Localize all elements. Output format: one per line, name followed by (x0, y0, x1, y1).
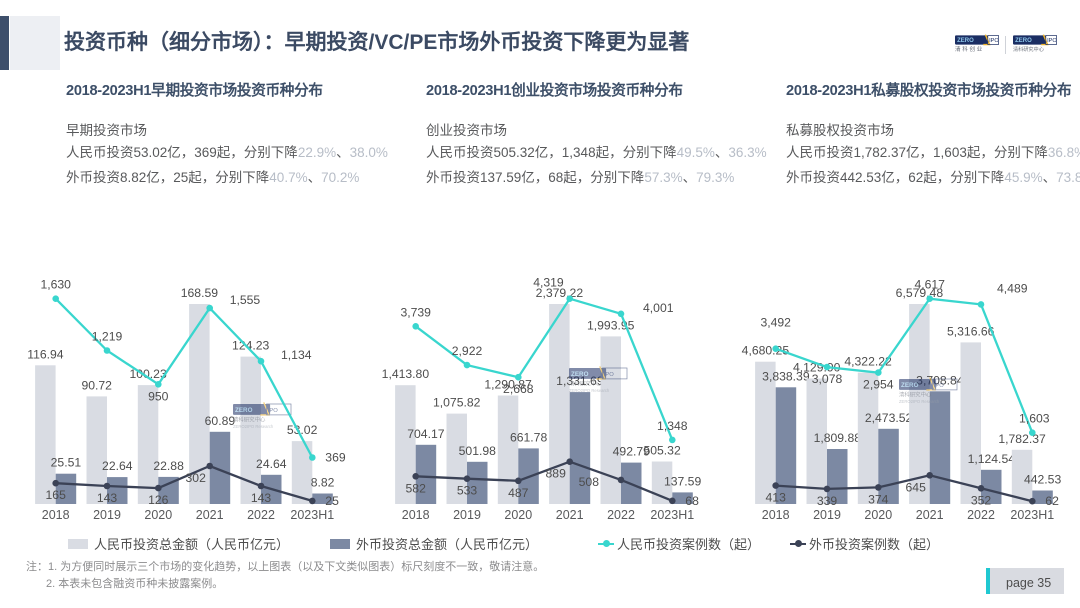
svg-text:168.59: 168.59 (181, 286, 218, 300)
svg-text:4,319: 4,319 (533, 276, 564, 290)
svg-text:645: 645 (906, 480, 927, 494)
svg-text:2019: 2019 (453, 508, 481, 522)
svg-text:2021: 2021 (916, 508, 944, 522)
svg-text:116.94: 116.94 (27, 347, 64, 361)
svg-text:143: 143 (251, 491, 272, 505)
svg-text:369: 369 (325, 451, 346, 465)
svg-text:1,075.82: 1,075.82 (433, 396, 481, 410)
svg-text:508: 508 (579, 475, 600, 489)
svg-text:533: 533 (457, 484, 478, 498)
svg-text:ZERO2IPO Research: ZERO2IPO Research (899, 399, 940, 404)
svg-text:2018: 2018 (402, 508, 430, 522)
svg-text:442.53: 442.53 (1024, 473, 1061, 487)
svg-text:5,316.66: 5,316.66 (947, 324, 995, 338)
svg-text:2020: 2020 (144, 508, 172, 522)
svg-text:4,617: 4,617 (914, 278, 945, 292)
svg-text:IPO: IPO (934, 383, 944, 389)
svg-text:1,134: 1,134 (281, 348, 312, 362)
svg-text:137.59: 137.59 (664, 474, 701, 488)
svg-text:4,489: 4,489 (997, 281, 1028, 295)
svg-text:2020: 2020 (864, 508, 892, 522)
svg-text:68: 68 (685, 494, 699, 508)
svg-text:2019: 2019 (93, 508, 121, 522)
svg-text:2021: 2021 (556, 508, 584, 522)
svg-text:2023H1: 2023H1 (650, 508, 694, 522)
svg-text:ZERO: ZERO (901, 382, 919, 389)
svg-text:2020: 2020 (504, 508, 532, 522)
svg-text:165: 165 (46, 488, 67, 502)
svg-text:1,555: 1,555 (230, 293, 261, 307)
svg-text:950: 950 (148, 389, 169, 403)
svg-text:704.17: 704.17 (407, 427, 444, 441)
svg-text:1,219: 1,219 (92, 330, 123, 344)
svg-text:ZERO2IPO Research: ZERO2IPO Research (569, 388, 610, 393)
svg-text:22.64: 22.64 (102, 459, 133, 473)
svg-text:661.78: 661.78 (510, 430, 547, 444)
svg-text:1,809.88: 1,809.88 (814, 431, 862, 445)
svg-text:1,630: 1,630 (40, 278, 71, 292)
svg-text:2018: 2018 (42, 508, 70, 522)
svg-text:ZERO: ZERO (235, 407, 253, 414)
svg-text:24.64: 24.64 (256, 457, 287, 471)
svg-text:2,668: 2,668 (503, 382, 534, 396)
svg-text:清科研究中心: 清科研究中心 (899, 391, 932, 399)
svg-text:2,954: 2,954 (863, 378, 894, 392)
svg-text:2022: 2022 (967, 508, 995, 522)
svg-text:ZERO2IPO Research: ZERO2IPO Research (233, 424, 274, 429)
svg-text:90.72: 90.72 (81, 378, 112, 392)
svg-text:2022: 2022 (607, 508, 635, 522)
svg-text:2018: 2018 (762, 508, 790, 522)
svg-text:374: 374 (868, 492, 889, 506)
svg-text:1,782.37: 1,782.37 (998, 432, 1046, 446)
svg-text:126: 126 (148, 493, 169, 507)
svg-text:352: 352 (971, 493, 992, 507)
svg-text:IPO: IPO (268, 408, 278, 414)
svg-text:2,473.52: 2,473.52 (865, 411, 913, 425)
svg-text:ZERO: ZERO (571, 371, 589, 378)
svg-text:25: 25 (325, 494, 339, 508)
svg-text:505.32: 505.32 (643, 444, 680, 458)
svg-text:53.02: 53.02 (287, 423, 318, 437)
svg-text:22.88: 22.88 (153, 459, 184, 473)
svg-text:清科研究中心: 清科研究中心 (569, 380, 602, 388)
svg-text:143: 143 (97, 491, 118, 505)
svg-text:4,001: 4,001 (643, 301, 674, 315)
svg-text:889: 889 (546, 467, 567, 481)
svg-text:1,348: 1,348 (657, 419, 688, 433)
svg-text:501.98: 501.98 (459, 444, 496, 458)
svg-text:清科研究中心: 清科研究中心 (233, 416, 266, 424)
svg-text:1,124.54: 1,124.54 (968, 452, 1016, 466)
svg-text:3,492: 3,492 (760, 316, 791, 330)
svg-text:60.89: 60.89 (205, 414, 236, 428)
svg-text:413: 413 (766, 491, 787, 505)
svg-text:3,739: 3,739 (400, 305, 431, 319)
svg-text:302: 302 (186, 471, 207, 485)
svg-text:8.82: 8.82 (311, 476, 335, 490)
svg-text:582: 582 (406, 481, 427, 495)
svg-text:3,078: 3,078 (812, 372, 843, 386)
svg-text:487: 487 (508, 486, 529, 500)
svg-text:2022: 2022 (247, 508, 275, 522)
svg-text:1,413.80: 1,413.80 (382, 367, 430, 381)
svg-text:25.51: 25.51 (51, 456, 82, 470)
svg-text:62: 62 (1045, 494, 1059, 508)
svg-text:2023H1: 2023H1 (290, 508, 334, 522)
svg-text:2,922: 2,922 (452, 344, 483, 358)
svg-text:2021: 2021 (196, 508, 224, 522)
svg-text:339: 339 (817, 494, 838, 508)
svg-text:1,603: 1,603 (1019, 412, 1050, 426)
svg-text:IPO: IPO (604, 372, 614, 378)
svg-text:2019: 2019 (813, 508, 841, 522)
svg-text:2023H1: 2023H1 (1010, 508, 1054, 522)
